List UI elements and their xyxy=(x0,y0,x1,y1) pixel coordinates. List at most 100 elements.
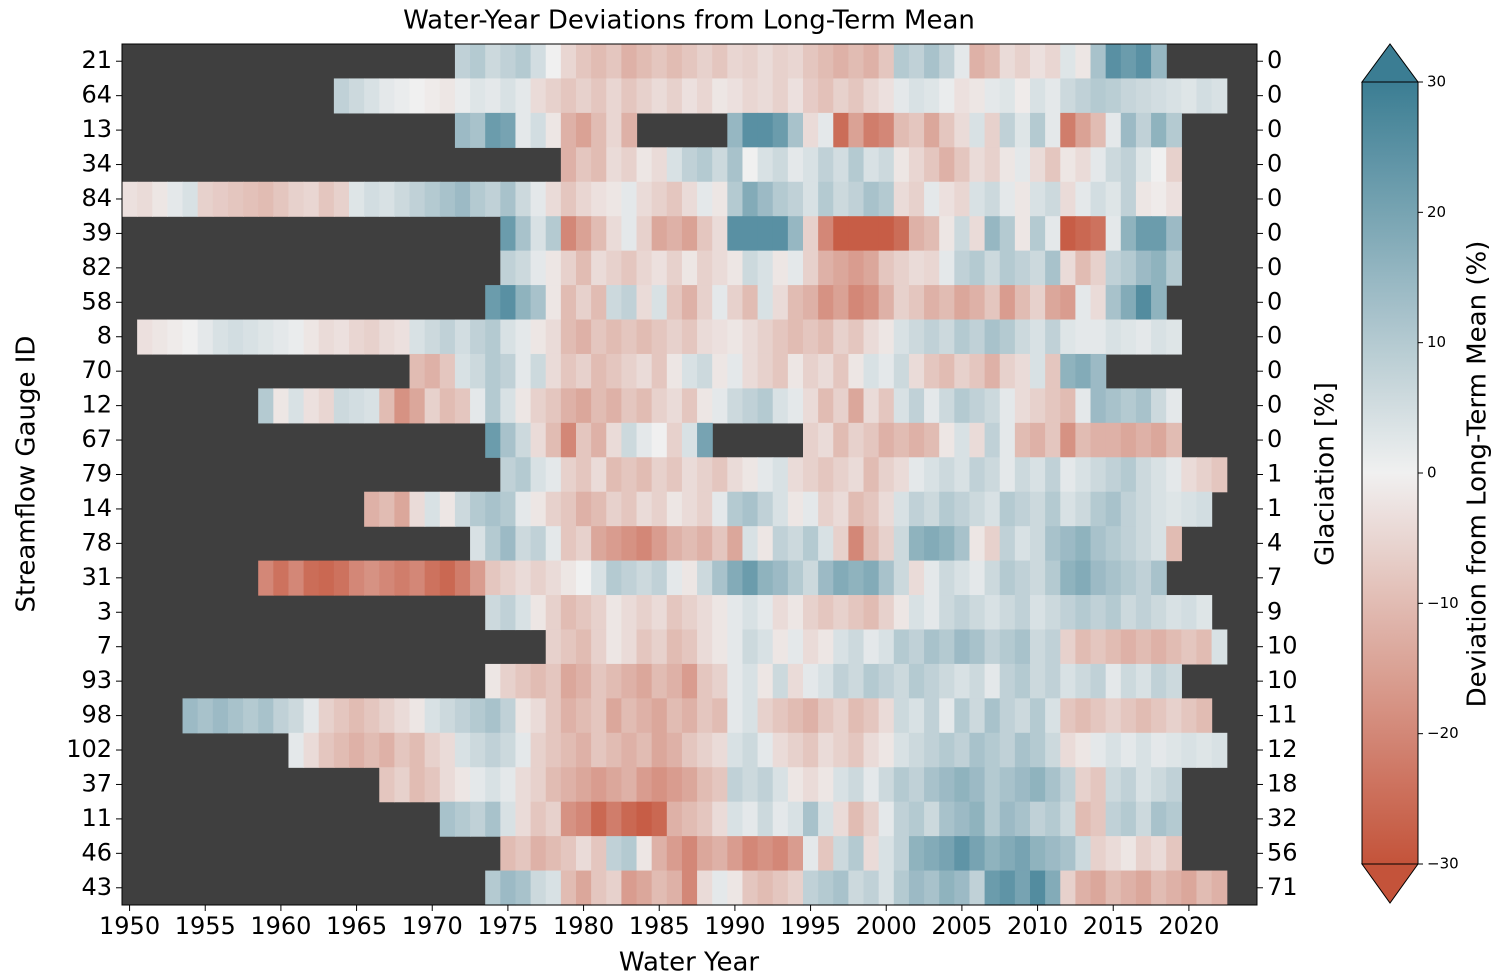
heatmap-cell xyxy=(560,560,577,596)
heatmap-cell xyxy=(1045,732,1061,768)
heatmap-cell xyxy=(379,767,395,803)
heatmap-cell xyxy=(803,595,819,631)
heatmap-cell xyxy=(576,353,592,389)
heatmap-cell xyxy=(863,491,880,527)
heatmap-cell xyxy=(424,319,441,355)
heatmap-cell xyxy=(969,870,986,906)
heatmap-cell xyxy=(591,319,607,355)
heatmap-cell xyxy=(878,319,895,355)
heatmap-cell xyxy=(530,870,547,906)
heatmap-cell xyxy=(924,732,940,768)
heatmap-cell xyxy=(924,181,940,217)
heatmap-cell xyxy=(742,732,759,768)
heatmap-cell xyxy=(318,319,335,355)
heatmap-cell xyxy=(787,353,804,389)
heatmap-cell xyxy=(470,78,486,114)
heatmap-cell xyxy=(636,663,653,699)
heatmap-cell xyxy=(1045,698,1061,734)
heatmap-cell xyxy=(379,732,395,768)
heatmap-cell xyxy=(787,801,804,837)
heatmap-cell xyxy=(1014,801,1031,837)
heatmap-cell xyxy=(999,44,1016,80)
heatmap-cell xyxy=(333,388,350,424)
heatmap-cell xyxy=(833,250,849,286)
heatmap-cell xyxy=(893,801,910,837)
heatmap-cell xyxy=(1060,491,1076,527)
heatmap-cell xyxy=(772,560,789,596)
heatmap-cell xyxy=(1105,801,1122,837)
heatmap-cell xyxy=(727,491,744,527)
heatmap-cell xyxy=(999,422,1016,458)
heatmap-cell xyxy=(999,870,1016,906)
heatmap-cell xyxy=(454,491,471,527)
heatmap-cell xyxy=(954,353,971,389)
heatmap-cell xyxy=(1135,388,1152,424)
heatmap-cell xyxy=(651,78,668,114)
heatmap-cell xyxy=(379,560,395,596)
heatmap-cell xyxy=(924,491,940,527)
heatmap-cell xyxy=(1075,353,1092,389)
heatmap-cell xyxy=(1060,285,1076,321)
heatmap-cell xyxy=(1045,767,1061,803)
y2-tick-label: 0 xyxy=(1267,115,1282,143)
heatmap-cell xyxy=(712,250,728,286)
heatmap-cell xyxy=(1166,732,1182,768)
heatmap-cell xyxy=(515,353,532,389)
heatmap-cell xyxy=(439,560,456,596)
heatmap-cell xyxy=(1105,112,1122,148)
heatmap-cell xyxy=(984,422,1001,458)
heatmap-cell xyxy=(848,560,865,596)
heatmap-cell xyxy=(697,78,713,114)
heatmap-cell xyxy=(954,112,971,148)
heatmap-cell xyxy=(954,285,971,321)
heatmap-cell xyxy=(924,836,940,872)
heatmap-cell xyxy=(1090,870,1107,906)
heatmap-cell xyxy=(803,147,819,183)
heatmap-cell xyxy=(545,78,562,114)
heatmap-cell xyxy=(621,181,638,217)
heatmap-cell xyxy=(288,732,305,768)
heatmap-cell xyxy=(1014,491,1031,527)
heatmap-cell xyxy=(515,422,532,458)
heatmap-cell xyxy=(576,560,592,596)
heatmap-cell xyxy=(530,801,547,837)
heatmap-cell xyxy=(515,767,532,803)
heatmap-cell xyxy=(651,595,668,631)
heatmap-cell xyxy=(394,78,411,114)
heatmap-cell xyxy=(636,526,653,562)
heatmap-cell xyxy=(908,112,925,148)
heatmap-cell xyxy=(576,388,592,424)
heatmap-cell xyxy=(1045,870,1061,906)
heatmap-cell xyxy=(848,595,865,631)
heatmap-cell xyxy=(576,870,592,906)
heatmap-cell xyxy=(636,870,653,906)
heatmap-cell xyxy=(379,698,395,734)
heatmap-cell xyxy=(1135,457,1152,493)
heatmap-cell xyxy=(893,250,910,286)
heatmap-cell xyxy=(772,629,789,665)
heatmap-cell xyxy=(863,595,880,631)
heatmap-cell xyxy=(636,629,653,665)
heatmap-cell xyxy=(772,526,789,562)
heatmap-cell xyxy=(333,732,350,768)
heatmap-cell xyxy=(1014,870,1031,906)
heatmap-cell xyxy=(818,457,834,493)
heatmap-cell xyxy=(863,353,880,389)
heatmap-cell xyxy=(1045,560,1061,596)
heatmap-cell xyxy=(803,112,819,148)
heatmap-cell xyxy=(833,801,849,837)
heatmap-cell xyxy=(1120,181,1137,217)
heatmap-cell xyxy=(439,181,456,217)
heatmap-cell xyxy=(818,44,834,80)
heatmap-cell xyxy=(757,78,774,114)
heatmap-cell xyxy=(1075,836,1092,872)
heatmap-cell xyxy=(803,526,819,562)
heatmap-cell xyxy=(651,698,668,734)
heatmap-cell xyxy=(939,801,955,837)
heatmap-cell xyxy=(666,836,683,872)
heatmap-cell xyxy=(606,698,622,734)
heatmap-cell xyxy=(787,78,804,114)
heatmap-cell xyxy=(591,767,607,803)
heatmap-cell xyxy=(606,353,622,389)
heatmap-cell xyxy=(863,78,880,114)
